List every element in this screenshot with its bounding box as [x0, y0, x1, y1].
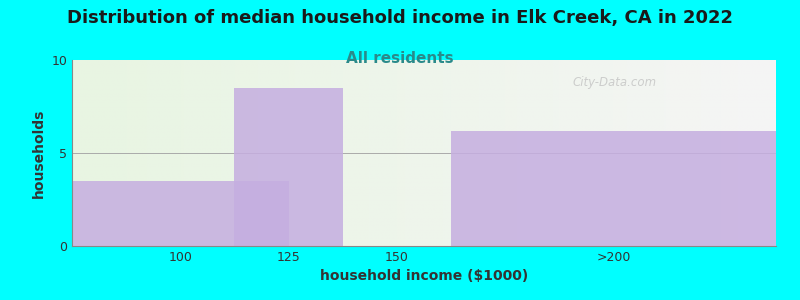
Y-axis label: households: households — [32, 108, 46, 198]
Bar — [451, 131, 776, 246]
Text: City-Data.com: City-Data.com — [572, 76, 656, 89]
Text: All residents: All residents — [346, 51, 454, 66]
Bar — [234, 88, 342, 246]
Bar — [72, 181, 289, 246]
Text: Distribution of median household income in Elk Creek, CA in 2022: Distribution of median household income … — [67, 9, 733, 27]
X-axis label: household income ($1000): household income ($1000) — [320, 269, 528, 284]
